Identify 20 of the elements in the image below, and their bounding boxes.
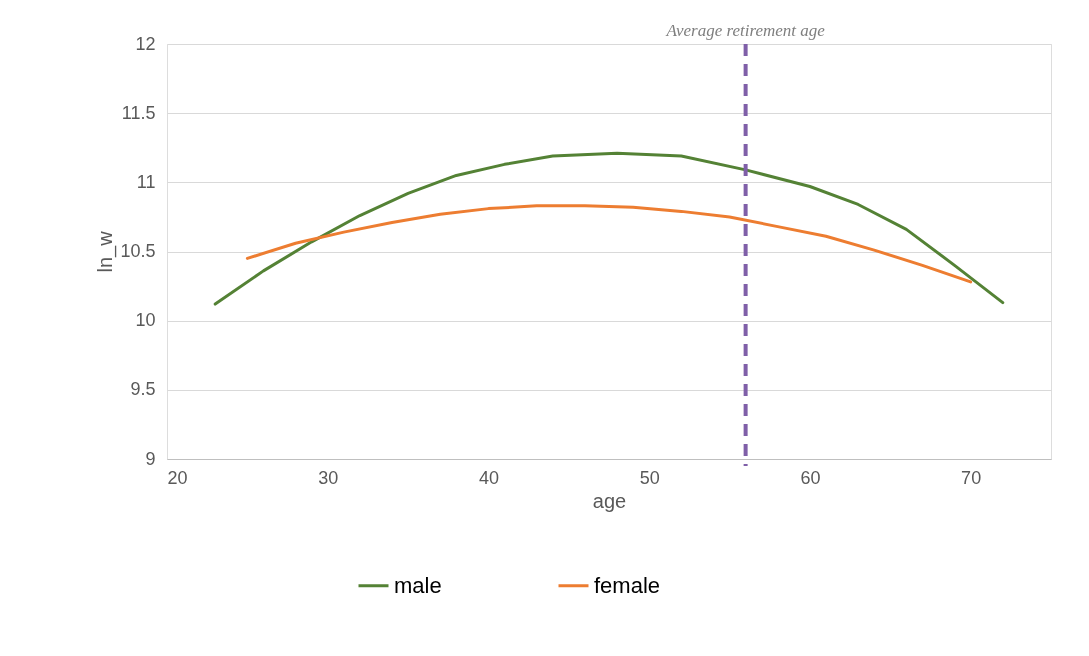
x-tick-label: 20 <box>167 467 188 488</box>
x-tick-label: 30 <box>318 467 339 488</box>
line-series <box>213 151 1005 306</box>
y-axis-title: ln_w <box>94 230 118 273</box>
y-tick-label: 9 <box>145 448 156 469</box>
y-tick-label: 11.5 <box>121 102 156 123</box>
y-tick-label: 11 <box>136 171 156 192</box>
y-tick-label: 12 <box>135 33 156 54</box>
legend-label: female <box>594 572 661 598</box>
y-tick-label: 9.5 <box>130 379 156 400</box>
ref-line-label: Average retirement age <box>665 21 826 40</box>
x-axis-title: age <box>592 489 627 512</box>
x-tick-label: 60 <box>800 467 821 488</box>
x-tick-label: 70 <box>961 467 982 488</box>
legend-label: male <box>394 572 442 598</box>
x-tick-label: 50 <box>639 467 660 488</box>
y-tick-label: 10.5 <box>120 241 156 261</box>
x-tick-label: 40 <box>478 467 499 488</box>
y-tick-label: 10 <box>135 310 156 331</box>
line-series <box>245 204 973 284</box>
